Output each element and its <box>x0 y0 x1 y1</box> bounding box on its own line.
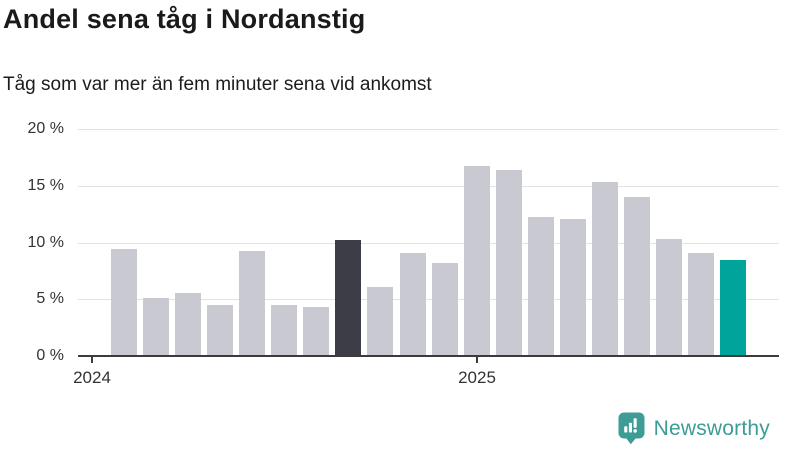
bar-feb-2024 <box>111 249 137 356</box>
y-tick-label: 15 % <box>27 177 64 194</box>
newsworthy-bubble-barchart-icon <box>618 412 645 445</box>
chart-title: Andel sena tåg i Nordanstig <box>3 4 366 34</box>
bar-jun-2024 <box>239 251 265 356</box>
bar-apr-2025 <box>560 219 586 356</box>
bar-dec-2024 <box>432 263 458 356</box>
bar-apr-2024 <box>175 293 201 356</box>
x-tick-label: 2025 <box>458 368 496 387</box>
bar-maj-2025 <box>592 182 618 356</box>
x-tick-mark <box>91 357 93 363</box>
bar-maj-2024 <box>207 305 233 356</box>
y-tick-label: 10 % <box>27 234 64 251</box>
y-tick-label: 20 % <box>27 120 64 137</box>
y-tick-label: 0 % <box>36 347 64 364</box>
bar-aug-2025 <box>688 253 714 356</box>
bar-aug-2024 <box>303 307 329 356</box>
bar-jul-2024 <box>271 305 297 356</box>
y-tick-label: 5 % <box>36 290 64 307</box>
bar-nov-2024 <box>400 253 426 356</box>
branding-wordmark: Newsworthy <box>653 416 770 440</box>
bar-sep-2025 <box>720 260 746 356</box>
branding: Newsworthy <box>618 412 770 445</box>
gridline <box>78 299 779 300</box>
chart-subtitle: Tåg som var mer än fem minuter sena vid … <box>3 74 432 95</box>
x-tick-label: 2024 <box>73 368 111 387</box>
bar-jan-2025 <box>464 166 490 356</box>
gridline <box>78 129 779 130</box>
bar-okt-2024 <box>367 287 393 356</box>
x-axis-line <box>78 355 779 357</box>
gridline <box>78 243 779 244</box>
x-tick-mark <box>476 357 478 363</box>
gridline <box>78 186 779 187</box>
bar-jul-2025 <box>656 239 682 356</box>
bar-sep-2024 <box>335 240 361 356</box>
bar-feb-2025 <box>496 170 522 356</box>
bar-jun-2025 <box>624 197 650 356</box>
bar-mar-2024 <box>143 298 169 356</box>
bar-mar-2025 <box>528 217 554 356</box>
